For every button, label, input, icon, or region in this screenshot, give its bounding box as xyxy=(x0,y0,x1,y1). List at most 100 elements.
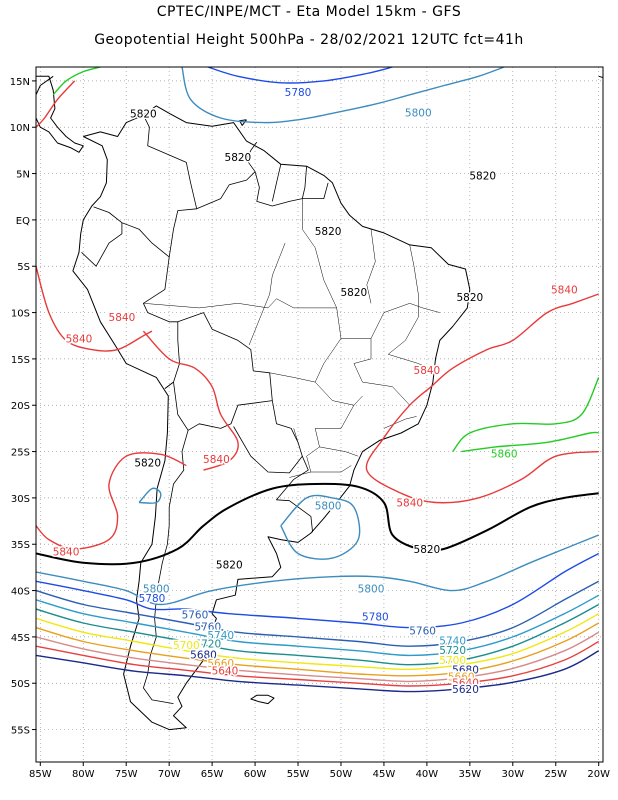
x-tick-label: 85W xyxy=(29,769,52,780)
y-axis: 15N 10N 5N EQ 5S 10S 15S 20S 25S 30S 35S 40S 45S 50S 5… xyxy=(10,77,36,737)
contour-5800 xyxy=(181,67,505,124)
y-tick-label: 45S xyxy=(11,633,30,644)
state-border xyxy=(306,446,352,473)
country-border xyxy=(276,456,313,533)
country-border xyxy=(143,256,180,389)
coastline xyxy=(195,50,208,53)
country-border xyxy=(254,171,329,207)
contour-label: 5800 xyxy=(405,107,432,119)
contour-label: 5800 xyxy=(315,500,342,512)
contour-5740 xyxy=(36,594,600,657)
contour-5800 xyxy=(36,534,599,606)
country-border xyxy=(271,164,282,202)
contour-label: 5820 xyxy=(469,170,496,182)
y-tick-label: 50S xyxy=(11,679,30,690)
coastline xyxy=(239,119,247,126)
x-tick-label: 50W xyxy=(330,769,353,780)
contour-label: 5820 xyxy=(414,544,441,556)
contour-lines xyxy=(36,67,600,693)
contour-label: 5760 xyxy=(194,622,221,634)
contour-label: 5840 xyxy=(53,547,80,559)
contour-label: 5840 xyxy=(414,365,441,377)
contour-5800 xyxy=(280,494,361,560)
contour-label: 5840 xyxy=(66,334,93,346)
coastline xyxy=(598,75,603,79)
contour-label: 5840 xyxy=(551,284,578,296)
contour-label: 5620 xyxy=(452,684,479,696)
contour-5860 xyxy=(461,431,599,453)
contour-5840 xyxy=(36,266,153,352)
contour-label: 5820 xyxy=(225,152,252,164)
contour-5840 xyxy=(142,330,239,471)
contour-label: 5840 xyxy=(396,498,423,510)
contour-5840 xyxy=(365,386,599,504)
contour-5860 xyxy=(452,377,600,453)
contour-5860 xyxy=(52,67,101,96)
contour-label: 5820 xyxy=(340,287,367,299)
x-tick-label: 35W xyxy=(459,769,482,780)
map-title: CPTEC/INPE/MCT - Eta Model 15km - GFS xyxy=(156,4,462,20)
contour-label: 5760 xyxy=(182,610,209,622)
x-tick-label: 55W xyxy=(287,769,310,780)
state-border xyxy=(387,317,434,371)
contour-label: 5820 xyxy=(315,226,342,238)
y-tick-label: 25S xyxy=(11,448,30,459)
state-border xyxy=(383,416,417,429)
x-tick-label: 30W xyxy=(501,769,524,780)
contour-5820 xyxy=(36,482,599,566)
contour-5660 xyxy=(36,631,600,683)
y-tick-label: 20S xyxy=(11,401,30,412)
x-axis: 85W 80W 75W 70W 65W 60W 55W 50W 45W 40W 35W 30W 25W 2… xyxy=(29,762,610,780)
state-border xyxy=(353,338,410,406)
y-tick-label: 40S xyxy=(11,587,30,598)
contour-label: 5660 xyxy=(207,658,234,670)
contour-label: 5860 xyxy=(491,448,518,460)
coastline xyxy=(72,105,471,731)
y-tick-label: 5S xyxy=(17,262,30,273)
state-border xyxy=(293,428,299,443)
y-tick-label: 55S xyxy=(11,726,30,737)
contour-label: 5820 xyxy=(216,560,243,572)
contour-label: 5700 xyxy=(173,640,200,652)
country-border xyxy=(93,115,198,258)
x-tick-label: 60W xyxy=(244,769,267,780)
y-tick-label: 10N xyxy=(10,123,30,134)
contour-5840 xyxy=(36,80,76,128)
contour-5780 xyxy=(207,67,393,84)
state-border xyxy=(314,405,359,457)
country-border xyxy=(81,222,123,267)
state-border xyxy=(302,198,440,339)
country-border xyxy=(301,166,307,199)
y-tick-label: 35S xyxy=(11,540,30,551)
contour-5840 xyxy=(430,293,599,388)
x-tick-label: 20W xyxy=(587,769,610,780)
state-border xyxy=(314,338,363,406)
x-tick-label: 65W xyxy=(201,769,224,780)
map-subtitle: Geopotential Height 500hPa - 28/02/2021 … xyxy=(94,32,524,48)
x-tick-label: 80W xyxy=(72,769,95,780)
contour-label: 5780 xyxy=(285,87,312,99)
x-tick-label: 25W xyxy=(544,769,567,780)
contour-5680 xyxy=(36,622,600,677)
x-tick-label: 40W xyxy=(416,769,439,780)
contour-5620 xyxy=(36,650,600,693)
contour-label: 5640 xyxy=(452,677,479,689)
state-border xyxy=(289,471,311,478)
country-border xyxy=(196,141,258,210)
contour-label: 5720 xyxy=(194,638,221,650)
state-border xyxy=(409,244,419,318)
contour-label: 5800 xyxy=(358,584,385,596)
plot-frame xyxy=(35,66,604,763)
land-outlines xyxy=(36,50,603,731)
contour-label: 5740 xyxy=(439,636,466,648)
contour-label: 5640 xyxy=(212,665,239,677)
x-tick-label: 70W xyxy=(158,769,181,780)
contour-label: 5760 xyxy=(409,625,436,637)
country-border xyxy=(143,430,189,704)
contour-label: 5720 xyxy=(439,645,466,657)
y-tick-label: 10S xyxy=(11,309,30,320)
contour-label: 5680 xyxy=(190,650,217,662)
y-tick-label: 15S xyxy=(11,355,30,366)
